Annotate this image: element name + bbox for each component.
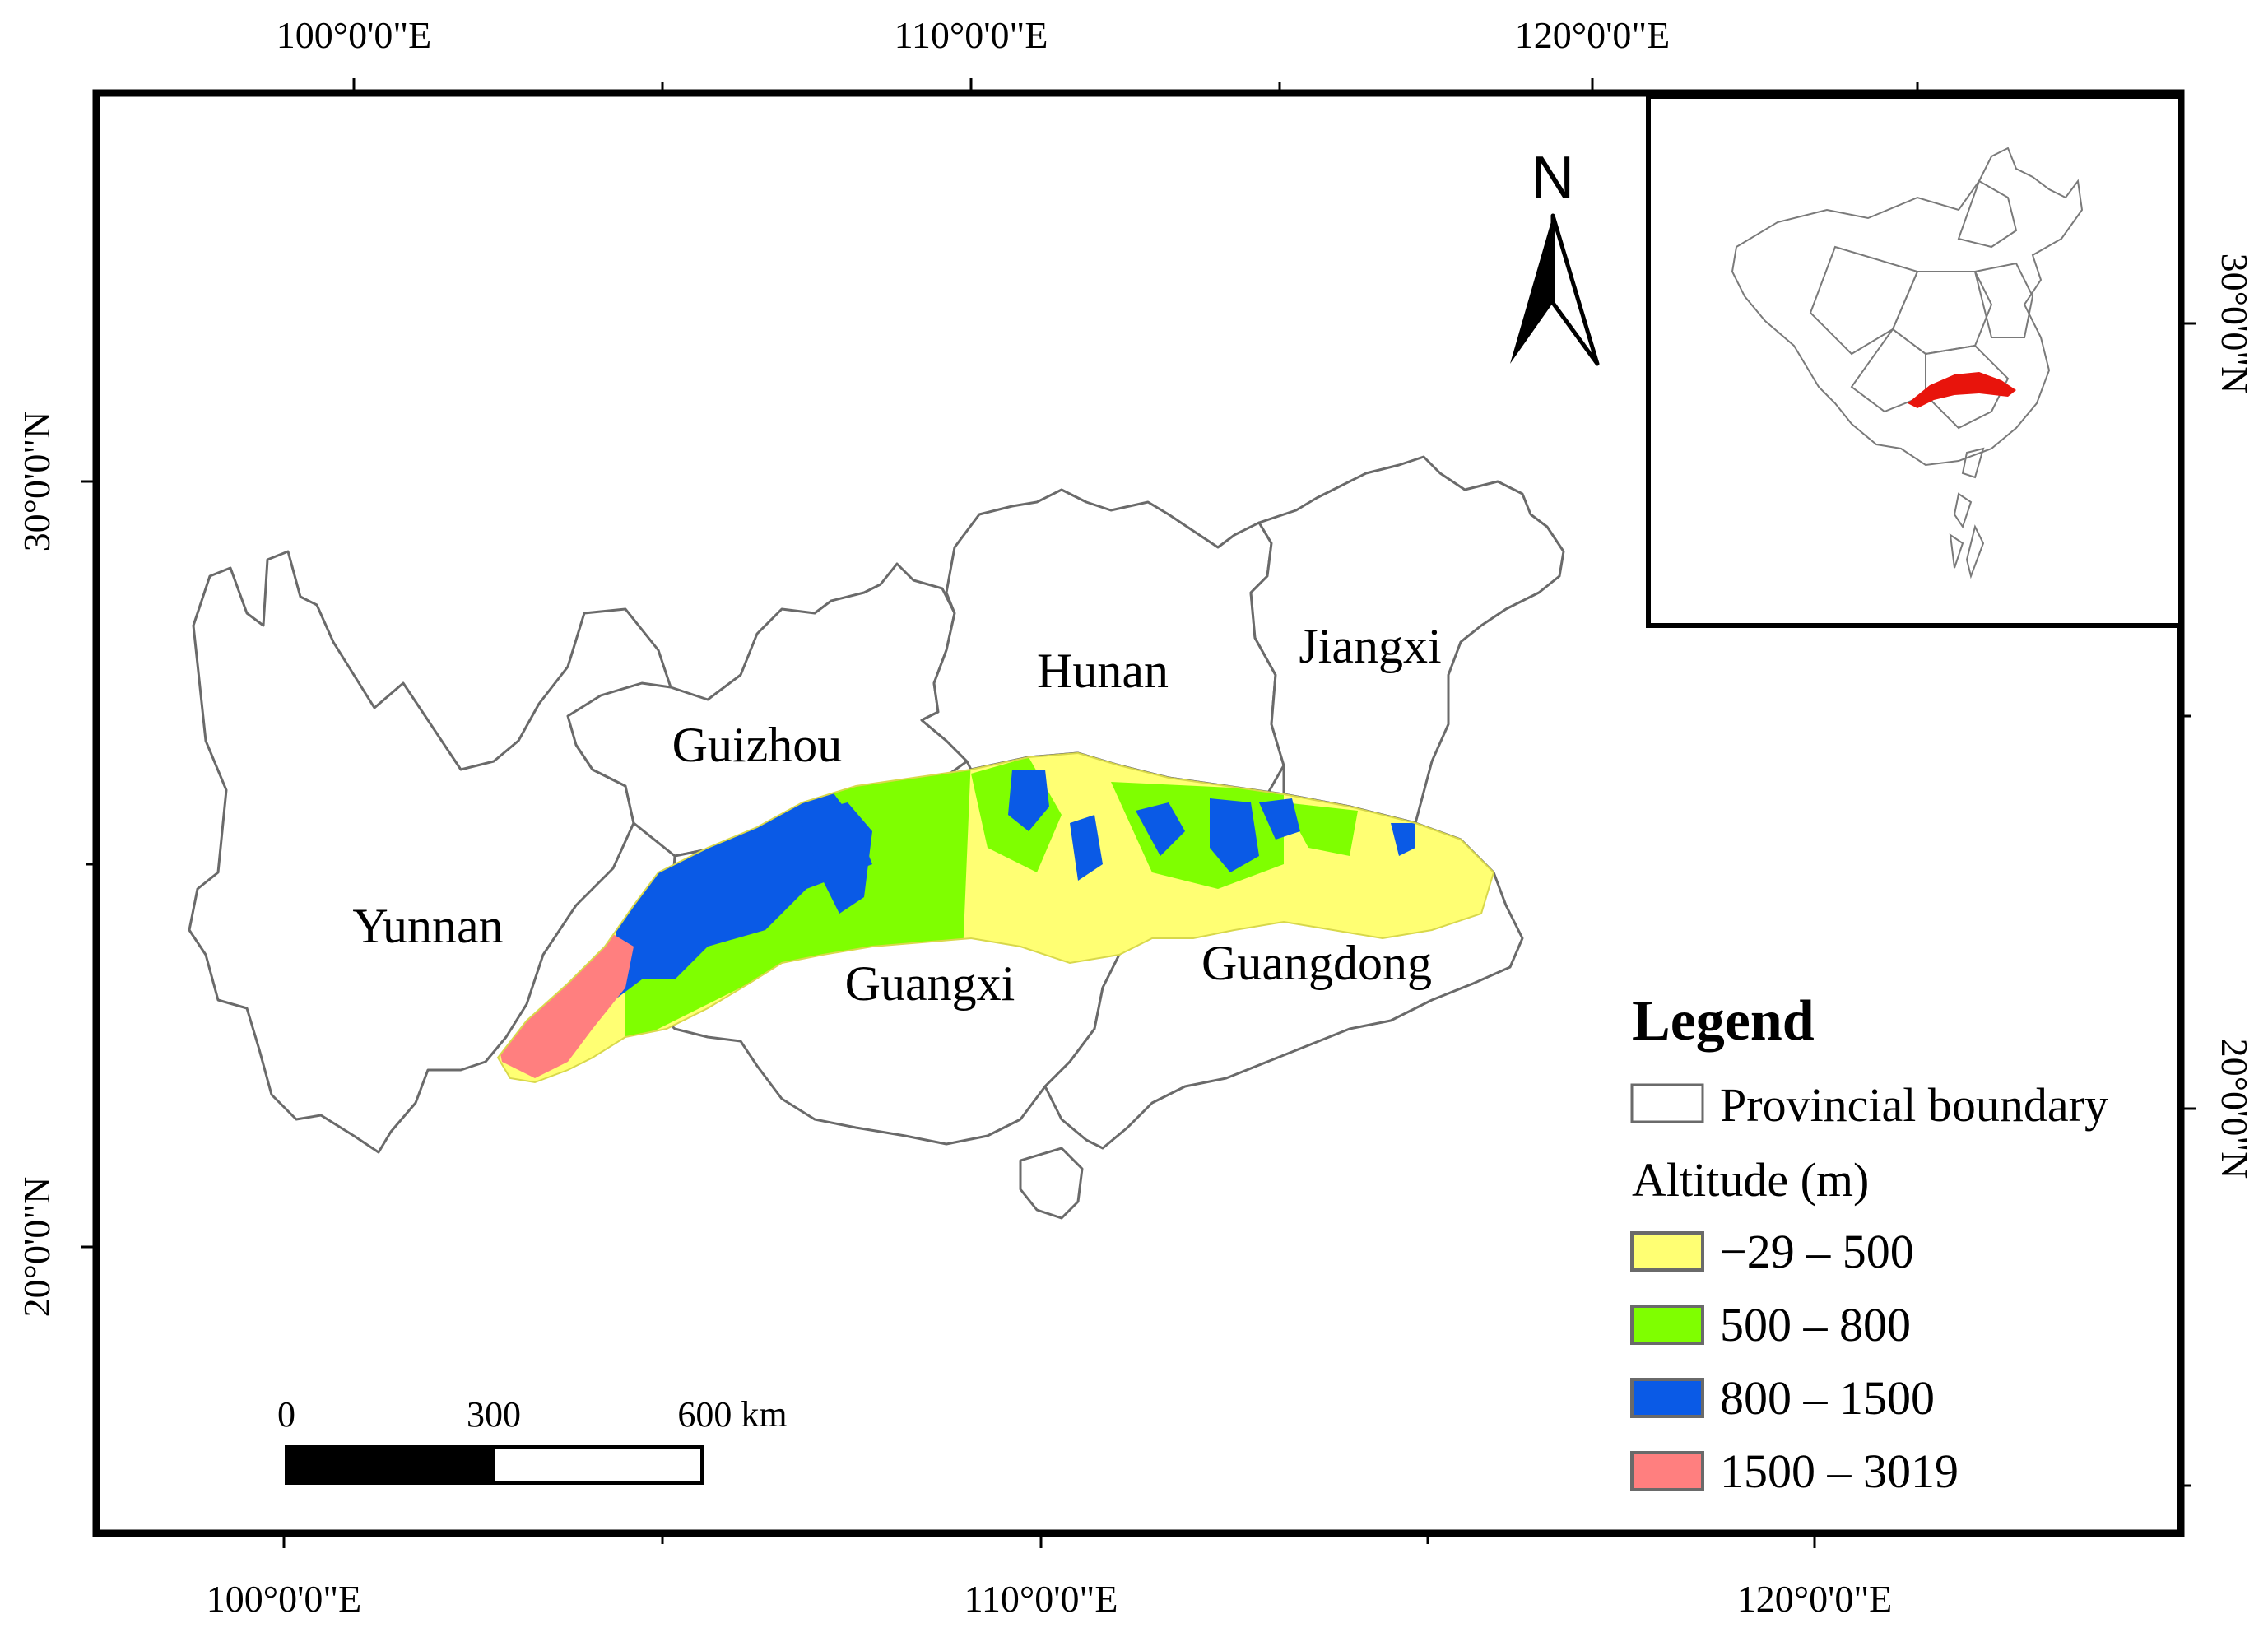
province-hunan	[920, 488, 1285, 796]
right-latitude-label: 20°0'0"N	[2214, 1039, 2256, 1179]
province-jiangxi	[1249, 455, 1565, 825]
inset-frame	[1646, 94, 2183, 628]
province-yunnan	[188, 550, 672, 1154]
legend-title: Legend	[1632, 989, 1815, 1053]
legend-swatch-3	[1630, 1451, 1704, 1491]
north-arrow: N	[1510, 145, 1600, 366]
hainan-island	[1019, 1147, 1084, 1220]
legend-altitude-title: Altitude (m)	[1632, 1153, 1869, 1207]
map-frame	[92, 89, 2185, 1537]
left-latitude-label: 20°0'0"N	[16, 1177, 58, 1318]
north-arrow-label: N	[1531, 145, 1574, 211]
bottom-longitude-label: 110°0'0"E	[964, 1578, 1118, 1620]
province-label-hunan: Hunan	[1037, 644, 1169, 698]
study-area-locator	[1908, 372, 2016, 408]
legend-swatch-1	[1630, 1305, 1704, 1345]
left-latitude-label: 30°0'0"N	[16, 412, 58, 552]
scale-bar: 0 300 600 km	[277, 1394, 788, 1485]
top-longitude-label: 120°0'0"E	[1515, 14, 1671, 56]
legend-boundary-label: Provincial boundary	[1720, 1078, 2108, 1132]
province-label-guangdong: Guangdong	[1201, 936, 1432, 990]
legend: Legend Provincial boundary Altitude (m) …	[1630, 989, 2108, 1498]
study-area-outline	[496, 751, 1495, 1084]
legend-swatch-2	[1630, 1378, 1704, 1418]
scale-label-300: 300	[467, 1394, 521, 1435]
top-longitude-label: 110°0'0"E	[895, 14, 1048, 56]
bottom-longitude-label: 100°0'0"E	[207, 1578, 362, 1620]
legend-class-label-2: 800 – 1500	[1720, 1371, 1935, 1425]
province-label-guizhou: Guizhou	[672, 718, 843, 772]
top-longitude-label: 100°0'0"E	[277, 14, 432, 56]
right-latitude-label: 30°0'0"N	[2214, 254, 2256, 394]
legend-class-label-0: −29 – 500	[1720, 1225, 1914, 1278]
north-arrow-icon	[1510, 216, 1553, 364]
legend-class-label-3: 1500 – 3019	[1720, 1444, 1959, 1498]
inset-map	[1646, 94, 2183, 628]
legend-boundary-swatch	[1630, 1083, 1704, 1123]
scale-label-600: 600 km	[677, 1394, 787, 1435]
province-label-yunnan: Yunnan	[352, 899, 503, 953]
province-label-guangxi: Guangxi	[845, 956, 1015, 1011]
graticule-ticks	[81, 78, 2196, 1548]
province-label-jiangxi: Jiangxi	[1299, 619, 1441, 673]
bottom-longitude-label: 120°0'0"E	[1737, 1578, 1893, 1620]
legend-class-label-1: 500 – 800	[1720, 1298, 1911, 1351]
legend-swatch-0	[1630, 1231, 1704, 1272]
scale-label-0: 0	[277, 1394, 295, 1435]
